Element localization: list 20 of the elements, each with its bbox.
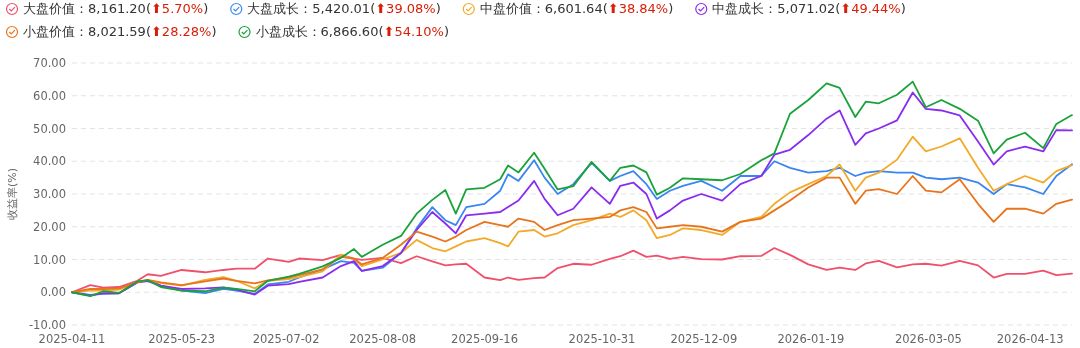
x-tick-label: 2025-09-16 — [451, 332, 518, 346]
x-tick-label: 2025-07-02 — [252, 332, 320, 346]
x-tick-label: 2026-01-19 — [777, 332, 845, 346]
y-tick-label: 0.00 — [40, 285, 66, 300]
x-tick-label: 2025-12-09 — [670, 332, 738, 346]
x-tick-label: 2025-04-11 — [38, 332, 106, 346]
y-tick-label: -10.00 — [28, 318, 66, 332]
x-tick-label: 2025-08-08 — [349, 332, 417, 346]
y-tick-label: 10.00 — [33, 252, 66, 267]
y-tick-label: 70.00 — [33, 56, 66, 70]
y-tick-label: 40.00 — [33, 154, 66, 169]
x-tick-label: 2025-10-31 — [568, 332, 636, 346]
x-tick-label: 2026-03-05 — [894, 332, 962, 346]
y-tick-label: 60.00 — [33, 88, 66, 103]
x-tick-label: 2026-04-13 — [996, 332, 1064, 346]
y-axis-title: 收益率(%) — [6, 167, 19, 221]
x-tick-label: 2025-05-23 — [148, 332, 216, 346]
y-tick-label: 50.00 — [33, 121, 66, 136]
y-tick-label: 20.00 — [33, 219, 66, 234]
y-tick-label: 30.00 — [33, 187, 66, 201]
